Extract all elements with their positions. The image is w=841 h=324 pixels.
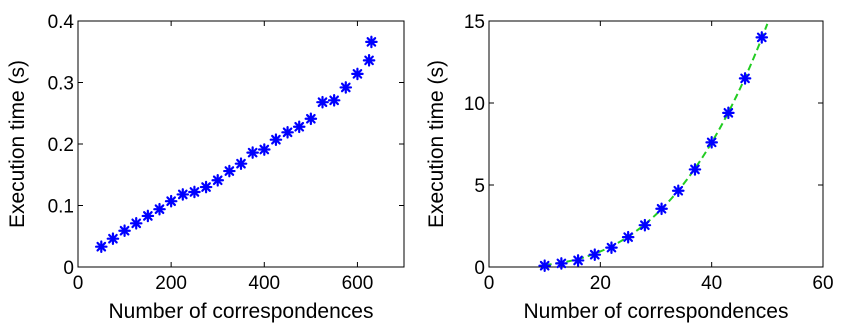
right-plot-frame xyxy=(488,20,824,268)
right-data-point xyxy=(688,163,702,176)
left-x-tick-label: 600 xyxy=(342,273,374,294)
left-axis-ticks: 0 200 400 600 0 0.1 0.2 0.3 0.4 xyxy=(48,12,404,294)
right-x-tick-label: 60 xyxy=(812,273,833,294)
right-data-point xyxy=(571,254,585,267)
left-data-point xyxy=(281,126,294,139)
right-y-tick-label: 15 xyxy=(464,12,485,33)
left-data-point xyxy=(129,217,143,230)
left-data-point xyxy=(118,224,131,238)
left-data-point xyxy=(246,146,259,159)
right-x-axis-label: Number of correspondences xyxy=(524,300,789,323)
left-x-tick-label: 400 xyxy=(248,273,280,294)
right-data-point xyxy=(555,257,568,270)
left-data-point xyxy=(304,112,318,126)
left-y-tick-label: 0.4 xyxy=(48,12,75,33)
left-y-axis-label: Execution time (s) xyxy=(6,60,29,228)
left-data-point xyxy=(176,188,190,201)
left-y-tick-label: 0.3 xyxy=(48,74,74,95)
right-axis-ticks: 0 20 40 60 0 5 10 15 xyxy=(464,12,834,294)
left-data-points xyxy=(94,35,378,254)
right-data-points xyxy=(538,31,769,272)
left-data-point xyxy=(316,95,329,109)
right-x-tick-label: 0 xyxy=(484,273,495,294)
left-data-point xyxy=(269,133,283,146)
left-data-point xyxy=(106,232,120,246)
left-data-point xyxy=(327,94,341,107)
right-data-point xyxy=(538,259,551,272)
right-x-tick-label: 20 xyxy=(590,273,611,294)
left-x-tick-label: 0 xyxy=(73,273,84,294)
left-data-point xyxy=(211,173,225,187)
right-data-point xyxy=(655,202,668,216)
left-y-tick-label: 0.2 xyxy=(48,135,74,156)
left-x-axis-label: Number of correspondences xyxy=(109,300,374,323)
left-y-tick-label: 0 xyxy=(63,258,74,279)
right-data-point xyxy=(605,241,618,254)
right-data-point xyxy=(755,31,769,44)
right-data-point xyxy=(638,218,652,232)
left-data-point xyxy=(365,35,378,49)
right-data-point xyxy=(621,230,635,244)
left-data-point xyxy=(257,143,271,156)
left-data-point xyxy=(223,164,236,178)
right-y-axis-label: Execution time (s) xyxy=(425,60,448,228)
right-data-point xyxy=(588,248,602,261)
right-y-tick-label: 5 xyxy=(474,176,485,197)
left-x-tick-label: 200 xyxy=(155,273,187,294)
right-data-point xyxy=(738,72,752,85)
left-y-tick-label: 0.1 xyxy=(48,197,74,218)
left-data-point xyxy=(199,180,213,194)
right-data-point xyxy=(705,136,718,149)
left-data-point xyxy=(164,194,178,208)
left-data-point xyxy=(153,202,166,216)
right-data-point xyxy=(671,184,685,198)
right-y-tick-label: 0 xyxy=(474,258,485,279)
left-chart: 0 200 400 600 0 0.1 0.2 0.3 0.4 Number of corres… xyxy=(6,12,405,323)
left-data-point xyxy=(141,209,155,223)
right-x-tick-label: 40 xyxy=(701,273,722,294)
left-data-point xyxy=(292,120,306,134)
left-data-point xyxy=(94,240,108,254)
left-data-point xyxy=(234,157,248,170)
right-fit-curve xyxy=(544,23,769,267)
left-data-point xyxy=(362,54,376,67)
left-data-point xyxy=(351,67,364,81)
right-y-tick-label: 10 xyxy=(464,94,485,115)
left-data-point xyxy=(188,185,201,199)
left-data-point xyxy=(339,81,353,94)
right-data-point xyxy=(722,106,735,120)
